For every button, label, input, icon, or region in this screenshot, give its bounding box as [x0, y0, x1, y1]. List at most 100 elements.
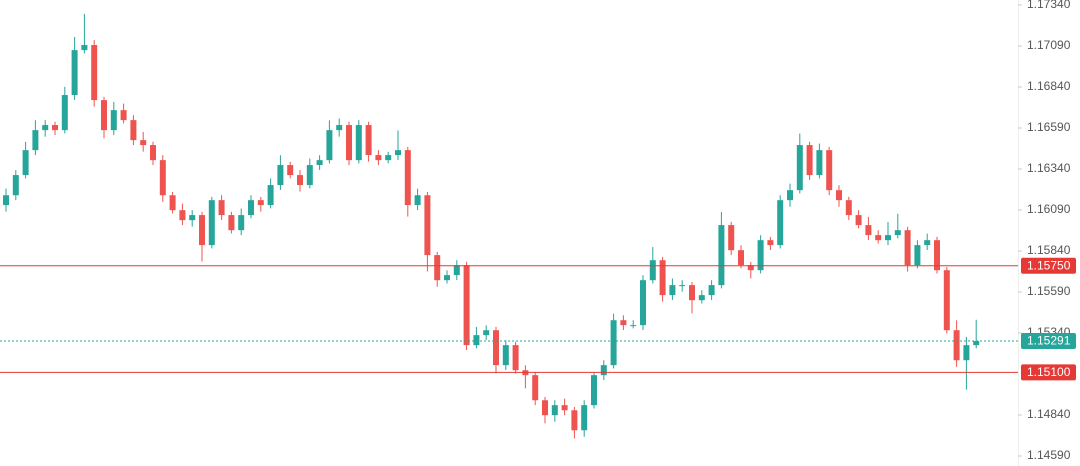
- candle-body: [101, 100, 107, 131]
- candle-body: [306, 165, 313, 186]
- candle-body: [483, 330, 490, 336]
- candle-body: [767, 240, 774, 246]
- candle-body: [512, 345, 519, 371]
- candle-body: [816, 150, 823, 176]
- candle-body: [277, 165, 284, 186]
- candle-body: [885, 235, 891, 241]
- candle-body: [257, 200, 264, 206]
- candle-body: [914, 245, 921, 266]
- price-level-label: 1.15291: [1027, 334, 1071, 348]
- candle-body: [238, 215, 245, 231]
- candle-body: [316, 160, 323, 166]
- candle-body: [22, 150, 29, 176]
- candle-body: [591, 375, 597, 406]
- y-tick-label: 1.17340: [1027, 0, 1071, 11]
- candle-body: [698, 295, 705, 301]
- candle-body: [502, 345, 509, 366]
- price-level-tag: [1021, 364, 1076, 381]
- candle-body: [218, 200, 225, 216]
- candle-body: [463, 265, 470, 346]
- candle-body: [571, 410, 578, 431]
- y-tick-label: 1.15590: [1027, 284, 1071, 298]
- candle-body: [640, 280, 646, 326]
- candle-body: [875, 235, 882, 241]
- candle-body: [267, 185, 274, 206]
- candle-body: [953, 330, 960, 361]
- candle-body: [836, 190, 842, 201]
- candle-body: [973, 341, 980, 346]
- candle-body: [189, 215, 196, 221]
- candle-body: [669, 285, 676, 296]
- candle-body: [91, 45, 98, 101]
- candle-body: [561, 405, 568, 411]
- candle-body: [32, 130, 39, 151]
- candle-body: [424, 195, 431, 256]
- candle-body: [708, 285, 715, 296]
- candle-body: [777, 200, 784, 246]
- candle-body: [826, 150, 833, 191]
- candle-body: [630, 325, 637, 327]
- candle-body: [385, 155, 392, 161]
- candle-body: [150, 145, 156, 161]
- candle-body: [71, 50, 78, 96]
- y-tick-label: 1.14590: [1027, 448, 1071, 462]
- candle-body: [865, 225, 872, 236]
- candle-body: [473, 335, 480, 346]
- candle-body: [542, 400, 548, 416]
- candle-body: [434, 255, 441, 281]
- candle-body: [855, 215, 862, 226]
- candle-body: [738, 250, 744, 266]
- candle-body: [845, 200, 852, 216]
- candle-body: [904, 230, 911, 266]
- candle-body: [130, 120, 137, 141]
- candle-body: [287, 165, 294, 176]
- candle-body: [659, 260, 666, 296]
- candle-body: [346, 125, 352, 161]
- candle-body: [42, 125, 49, 131]
- candle-body: [395, 150, 401, 156]
- candle-body: [453, 265, 460, 276]
- candle-body: [943, 270, 950, 331]
- candle-body: [532, 375, 539, 401]
- candle-body: [620, 320, 627, 326]
- candle-body: [159, 160, 166, 196]
- candle-body: [757, 240, 764, 271]
- candle-body: [355, 125, 362, 161]
- candle-body: [894, 230, 901, 236]
- candle-body: [689, 285, 695, 301]
- candle-body: [110, 110, 117, 131]
- candle-body: [414, 195, 421, 206]
- candle-body: [228, 215, 235, 231]
- candle-body: [610, 320, 617, 366]
- candle-body: [336, 125, 343, 131]
- candle-body: [169, 195, 176, 211]
- candle-body: [140, 140, 147, 146]
- candle-body: [787, 190, 793, 201]
- candle-body: [963, 345, 970, 361]
- candle-body: [924, 240, 931, 246]
- candle-body: [52, 125, 58, 131]
- candle-body: [747, 265, 754, 271]
- candle-body: [404, 150, 411, 206]
- candle-body: [551, 405, 558, 416]
- candle-body: [297, 175, 303, 186]
- candle-body: [728, 225, 735, 251]
- candle-body: [581, 405, 588, 431]
- candle-body: [248, 200, 254, 216]
- y-tick-label: 1.17090: [1027, 38, 1071, 52]
- candle-body: [3, 195, 9, 206]
- candle-body: [199, 215, 205, 246]
- candle-body: [493, 330, 499, 366]
- candle-body: [81, 45, 88, 51]
- candle-body: [61, 95, 68, 131]
- candle-body: [718, 225, 725, 286]
- candle-body: [120, 110, 127, 121]
- y-tick-label: 1.16590: [1027, 120, 1071, 134]
- price-level-tag: [1021, 257, 1076, 274]
- price-level-label: 1.15750: [1027, 258, 1071, 272]
- price-level-tag: [1021, 333, 1076, 350]
- y-tick-label: 1.16090: [1027, 202, 1071, 216]
- price-level-label: 1.15100: [1027, 365, 1071, 379]
